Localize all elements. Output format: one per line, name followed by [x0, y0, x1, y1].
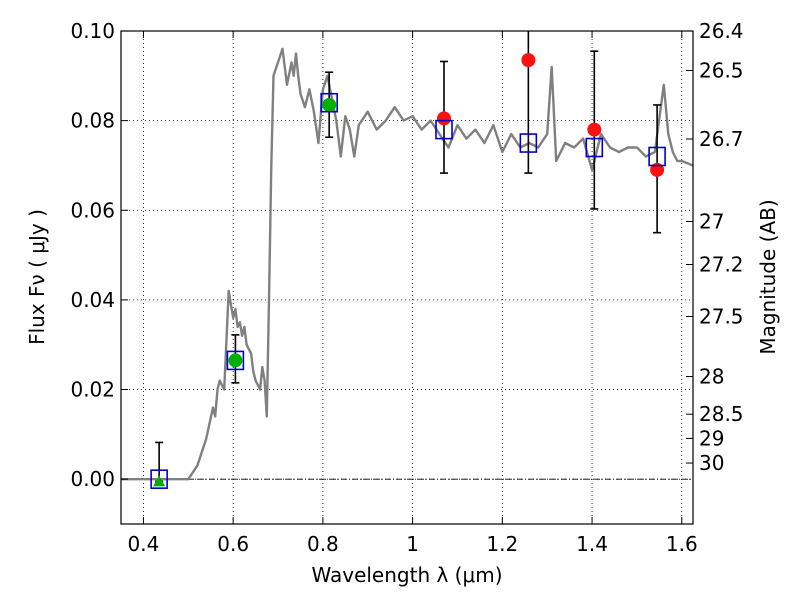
axis-ticks: [121, 30, 693, 524]
y2-tick-label: 26.7: [699, 127, 744, 151]
green-circle-point: [322, 97, 337, 112]
red-circle-point: [521, 53, 536, 68]
x-tick-label: 0.8: [307, 532, 339, 556]
y2-tick-label: 26.5: [699, 58, 744, 82]
y-tick-label: 0.10: [70, 19, 115, 43]
model-box-point: [150, 469, 168, 489]
green-circle-point: [228, 353, 243, 368]
plot-frame: [120, 30, 694, 525]
y-axis-title: Flux Fν ( μJy ): [25, 209, 49, 345]
x-axis-title: Wavelength λ (μm): [311, 563, 502, 587]
green-triangle-point: [153, 475, 166, 487]
red-circle-point: [587, 122, 602, 137]
y2-tick-label: 27.2: [699, 253, 744, 277]
x-tick-label: 1.4: [576, 532, 608, 556]
y-tick-label: 0.00: [70, 467, 115, 491]
y2-tick-label: 29: [699, 426, 724, 450]
x-tick-label: 0.4: [128, 532, 160, 556]
y2-tick-label: 30: [699, 451, 724, 475]
axis-tick-labels: 0.4 0.6 0.8 1 1.2 1.4 1.6 0.00 0.02 0.04 0.06 0.08 0…: [70, 19, 743, 556]
y2-tick-label: 28.5: [699, 402, 744, 426]
y-tick-label: 0.02: [70, 378, 115, 402]
model-box-point: [648, 146, 666, 167]
x-tick-label: 1.2: [486, 532, 518, 556]
y-tick-label: 0.06: [70, 198, 115, 222]
red-circle-point: [437, 111, 452, 126]
spectrum-line: [121, 47, 693, 481]
model-box-point: [519, 133, 538, 153]
model-box-point: [585, 137, 604, 158]
grid: [121, 30, 693, 524]
y-tick-label: 0.04: [70, 288, 115, 312]
y2-axis-title: Magnitude (AB): [756, 199, 780, 354]
plot-area: [121, 31, 693, 489]
x-tick-label: 0.6: [217, 532, 249, 556]
model-box-point: [320, 92, 338, 113]
x-tick-label: 1.6: [666, 532, 698, 556]
y2-tick-label: 27.5: [699, 304, 744, 328]
y2-tick-label: 26.4: [699, 19, 744, 43]
red-circle-point: [650, 162, 665, 177]
y-tick-label: 0.08: [70, 109, 115, 133]
model-box-point: [435, 119, 453, 140]
y2-tick-label: 27: [699, 209, 724, 233]
model-box-point: [226, 350, 245, 371]
x-tick-label: 1: [406, 532, 419, 556]
y2-tick-label: 28: [699, 365, 724, 389]
